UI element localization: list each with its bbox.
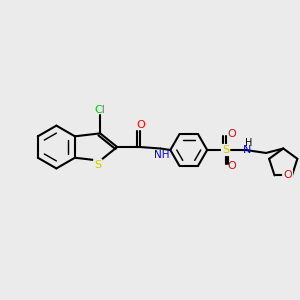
Text: Cl: Cl [95,105,106,115]
Text: S: S [94,160,101,170]
Text: O: O [228,129,236,139]
Text: H: H [244,139,252,148]
Text: O: O [283,170,292,180]
Text: O: O [228,161,236,171]
Text: O: O [136,120,145,130]
Text: NH: NH [154,150,170,160]
Text: S: S [222,145,229,155]
Text: N: N [243,145,251,155]
